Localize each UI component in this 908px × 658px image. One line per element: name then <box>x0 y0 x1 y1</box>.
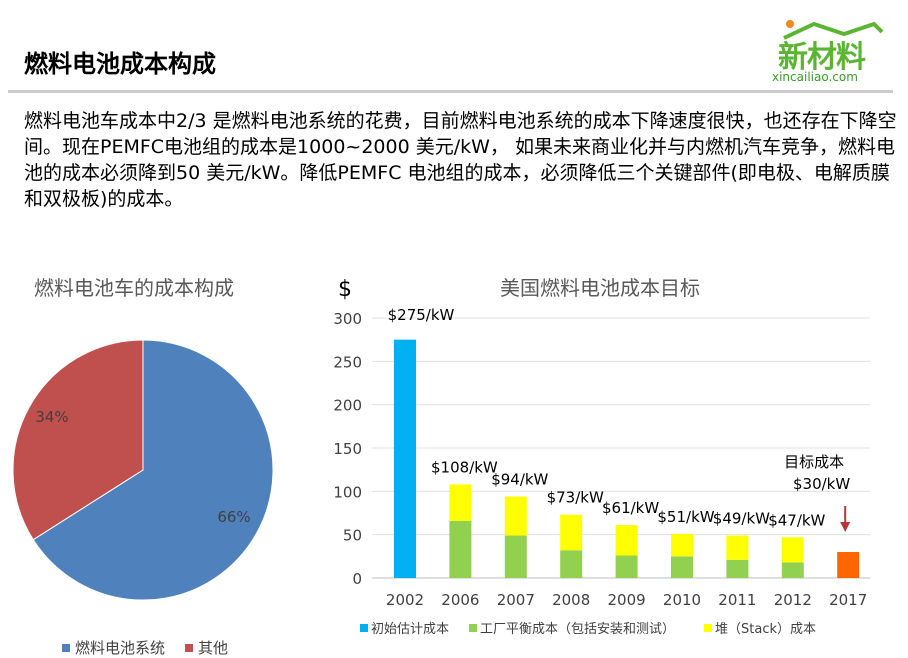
pie-chart: 66% 34% 燃料电池系统 其他 <box>12 339 274 657</box>
bar-segment <box>615 555 638 578</box>
logo-url: xincailiao.com <box>772 70 858 84</box>
data-label: $47/kW <box>768 511 825 529</box>
roof-icon <box>783 20 884 40</box>
bar-segment <box>560 514 583 551</box>
bar-segment <box>837 552 860 578</box>
x-tick-label: 2011 <box>718 591 756 609</box>
annotation: 目标成本 <box>784 453 844 471</box>
legend-swatch <box>704 624 712 632</box>
bar-segment <box>504 535 527 578</box>
data-label: $30/kW <box>793 475 850 493</box>
y-axis-label: $ <box>338 277 352 302</box>
data-label: $73/kW <box>547 489 604 507</box>
bar-segment <box>726 559 749 578</box>
legend-label: 燃料电池系统 <box>75 639 165 657</box>
legend-label: 堆（Stack）成本 <box>715 622 816 637</box>
bar-segment <box>781 537 804 563</box>
pie-title: 燃料电池车的成本构成 <box>34 276 234 300</box>
x-tick-label: 2010 <box>663 591 701 609</box>
data-label: $49/kW <box>713 510 770 528</box>
x-tick-label: 2006 <box>441 591 479 609</box>
pie-data-label: 66% <box>217 508 250 526</box>
bar-segment <box>449 484 472 521</box>
y-tick-label: 200 <box>333 397 362 415</box>
data-label: $94/kW <box>491 471 548 489</box>
bar-segment <box>394 339 416 578</box>
legend-label: 工厂平衡成本（包括安装和测试） <box>480 622 675 637</box>
legend-label: 其他 <box>198 639 228 657</box>
pie-slice <box>12 339 144 541</box>
divider <box>8 90 893 93</box>
bar-segment <box>560 550 583 578</box>
x-tick-label: 2017 <box>829 591 867 609</box>
bar-segment <box>781 562 804 578</box>
x-tick-label: 2007 <box>497 591 535 609</box>
y-tick-label: 150 <box>333 440 362 458</box>
bar-segment <box>671 556 693 578</box>
bar-title: 美国燃料电池成本目标 <box>500 276 700 300</box>
data-label: $108/kW <box>431 458 498 476</box>
pie-data-label: 34% <box>35 408 68 426</box>
bar-segment <box>671 533 693 557</box>
data-label: $61/kW <box>602 499 659 517</box>
x-tick-label: 2002 <box>386 591 424 609</box>
data-label: $51/kW <box>657 508 714 526</box>
bar-segment <box>504 496 527 536</box>
y-tick-label: 50 <box>343 527 362 545</box>
legend-swatch <box>62 644 70 652</box>
bar-segment <box>449 520 472 578</box>
data-label: $275/kW <box>388 306 455 324</box>
legend-swatch <box>185 644 193 652</box>
logo: 新材料 xincailiao.com <box>770 18 890 88</box>
x-tick-label: 2012 <box>774 591 812 609</box>
legend-swatch <box>360 624 368 632</box>
y-tick-label: 100 <box>333 483 362 501</box>
arrow-head-icon <box>840 522 851 532</box>
body-text: 燃料电池车成本中2/3 是燃料电池系统的花费，目前燃料电池系统的成本下降速度很快… <box>24 110 897 210</box>
x-tick-label: 2008 <box>552 591 590 609</box>
x-tick-label: 2009 <box>608 591 646 609</box>
y-tick-label: 0 <box>352 570 362 588</box>
pie-slice <box>32 339 274 601</box>
logo-text: 新材料 <box>778 40 866 75</box>
page-title: 燃料电池成本构成 <box>24 50 216 78</box>
bar-segment <box>615 525 638 556</box>
bar-segment <box>726 535 749 560</box>
bar-chart: 0 50 100 150 200 250 300 2002 $275/kW 2006 $108/kW… <box>333 306 870 637</box>
legend-label: 初始估计成本 <box>371 622 449 637</box>
y-tick-label: 300 <box>333 310 362 328</box>
legend-swatch <box>469 624 477 632</box>
y-tick-label: 250 <box>333 353 362 371</box>
